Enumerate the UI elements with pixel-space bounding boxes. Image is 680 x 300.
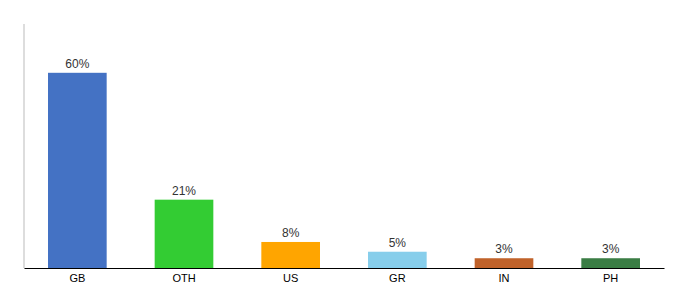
bar — [581, 258, 640, 268]
data-label: 60% — [65, 57, 89, 71]
x-tick: IN — [499, 272, 510, 284]
data-label: 21% — [172, 184, 196, 198]
data-label: 3% — [495, 242, 513, 256]
y-axis-line — [24, 24, 25, 268]
x-tick-label: PH — [603, 272, 618, 284]
x-tick: OTH — [172, 272, 195, 284]
x-tick-label: US — [283, 272, 298, 284]
x-tick-label: GR — [389, 272, 406, 284]
x-tick-label: GB — [69, 272, 85, 284]
bar — [155, 200, 214, 268]
x-tick-label: IN — [499, 272, 510, 284]
x-tick: GR — [389, 272, 406, 284]
chart-container: GB OTH US GR IN PH 60% 21% 8% 5% 3% 3% — [0, 0, 680, 300]
bar — [368, 252, 427, 268]
bar — [48, 73, 107, 268]
x-axis-line — [25, 268, 665, 269]
x-tick: GB — [69, 272, 85, 284]
data-labels: 60% 21% 8% 5% 3% 3% — [65, 57, 619, 256]
bar — [475, 258, 534, 268]
data-label: 8% — [282, 226, 300, 240]
bars — [48, 73, 640, 268]
x-axis: GB OTH US GR IN PH — [25, 269, 665, 284]
bar — [261, 242, 320, 268]
x-tick: US — [283, 272, 298, 284]
x-tick-label: OTH — [172, 272, 195, 284]
plot-area: GB OTH US GR IN PH 60% 21% 8% 5% 3% 3% — [24, 24, 665, 284]
data-label: 3% — [602, 242, 620, 256]
chart-svg: GB OTH US GR IN PH 60% 21% 8% 5% 3% 3% — [0, 0, 680, 300]
x-tick: PH — [603, 272, 618, 284]
data-label: 5% — [389, 236, 407, 250]
